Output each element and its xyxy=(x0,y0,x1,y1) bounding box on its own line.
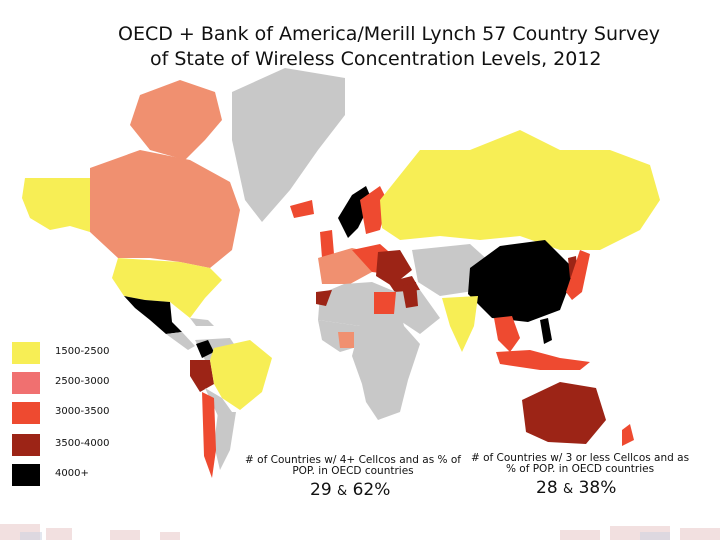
region-philippines xyxy=(540,318,552,344)
stat-right-line1: # of Countries w/ 3 or less Cellcos and … xyxy=(470,452,690,464)
legend-item: 3500-4000 xyxy=(12,434,212,464)
region-bolivia-paraguay xyxy=(205,388,232,416)
stat-left-figure: 29 & 62% xyxy=(310,480,390,500)
legend-swatch xyxy=(12,464,40,486)
stat-left-caption: # of Countries w/ 4+ Cellcos and as % of… xyxy=(238,455,468,477)
legend-item: 1500-2500 xyxy=(12,342,212,372)
stat-right-line2: % of POP. in OECD countries xyxy=(505,463,655,475)
legend-item: 3000-3500 xyxy=(12,402,212,432)
region-southeast-asia xyxy=(494,316,520,352)
stat-left-line1: # of Countries w/ 4+ Cellcos and as % of xyxy=(245,454,461,466)
region-central-africa xyxy=(352,326,420,396)
region-chile xyxy=(202,392,216,478)
region-mexico xyxy=(124,296,182,334)
region-argentina xyxy=(214,412,236,470)
region-australia xyxy=(522,382,606,444)
region-southern-africa xyxy=(362,380,408,420)
region-india xyxy=(442,296,478,352)
region-nigeria xyxy=(338,332,354,348)
region-indonesia xyxy=(496,350,590,370)
region-usa xyxy=(112,258,222,318)
legend-label: 3500-4000 xyxy=(55,438,110,449)
legend-swatch xyxy=(12,402,40,424)
region-sweden-finland xyxy=(360,186,388,234)
legend-swatch xyxy=(12,342,40,364)
legend-label: 1500-2500 xyxy=(55,346,110,357)
legend-label: 2500-3000 xyxy=(55,376,110,387)
stat-right-amp: & xyxy=(563,482,574,497)
legend-label: 4000+ xyxy=(55,468,89,479)
region-egypt xyxy=(374,292,396,314)
region-caribbean xyxy=(190,318,214,326)
region-japan xyxy=(566,250,590,300)
legend-item: 2500-3000 xyxy=(12,372,212,402)
stat-left-amp: & xyxy=(337,484,348,499)
stat-right-count: 28 xyxy=(536,478,558,498)
region-eastern-europe xyxy=(376,250,412,286)
region-canada-arctic xyxy=(130,80,222,160)
region-new-zealand xyxy=(622,424,634,446)
region-morocco xyxy=(316,290,332,306)
legend-label: 3000-3500 xyxy=(55,406,110,417)
stat-left-pct: 62% xyxy=(352,480,391,500)
region-canada xyxy=(90,150,240,268)
title-line-1: OECD + Bank of America/Merill Lynch 57 C… xyxy=(118,23,661,45)
legend-swatch xyxy=(12,434,40,456)
region-iceland xyxy=(290,200,314,218)
region-saudi xyxy=(402,282,418,308)
legend-item: 4000+ xyxy=(12,464,212,494)
region-uk xyxy=(320,230,334,258)
region-alaska xyxy=(22,178,90,232)
region-brazil xyxy=(210,340,272,410)
legend-swatch xyxy=(12,372,40,394)
footer-decoration xyxy=(0,524,720,540)
title-line-2: of State of Wireless Concentration Level… xyxy=(150,48,602,70)
region-russia xyxy=(380,130,660,250)
stat-right-pct: 38% xyxy=(578,478,617,498)
stat-right-caption: # of Countries w/ 3 or less Cellcos and … xyxy=(470,453,690,475)
stat-left-count: 29 xyxy=(310,480,332,500)
region-greenland xyxy=(232,68,345,222)
region-ecuador xyxy=(196,340,214,358)
region-china xyxy=(468,240,575,322)
stat-right-figure: 28 & 38% xyxy=(536,478,616,498)
region-peru xyxy=(190,360,214,392)
region-central-america xyxy=(166,332,195,350)
stat-left-line2: POP. in OECD countries xyxy=(292,465,414,477)
